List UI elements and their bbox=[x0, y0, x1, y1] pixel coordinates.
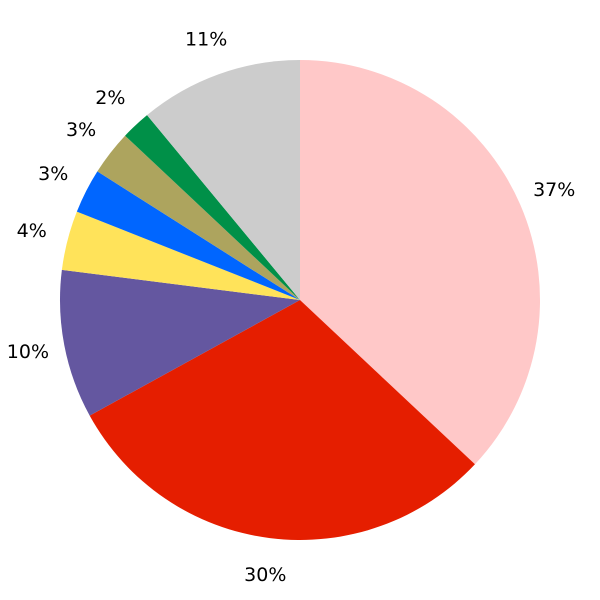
slice-label: 11% bbox=[185, 28, 227, 50]
pie-slice bbox=[60, 269, 301, 416]
slice-label: 4% bbox=[17, 220, 47, 242]
slice-label: 3% bbox=[66, 119, 96, 141]
slice-label: 30% bbox=[244, 564, 286, 586]
pie-slice bbox=[61, 211, 300, 300]
slice-label: 10% bbox=[7, 341, 49, 363]
pie-slice bbox=[125, 115, 300, 301]
pie-slice bbox=[89, 300, 475, 540]
slice-label: 3% bbox=[38, 163, 68, 185]
pie-slice bbox=[147, 60, 300, 300]
pie-slice bbox=[97, 135, 300, 300]
slice-label: 37% bbox=[533, 179, 575, 201]
pie-slice bbox=[76, 171, 301, 300]
slice-label: 2% bbox=[95, 87, 125, 109]
pie-slice bbox=[300, 60, 541, 465]
